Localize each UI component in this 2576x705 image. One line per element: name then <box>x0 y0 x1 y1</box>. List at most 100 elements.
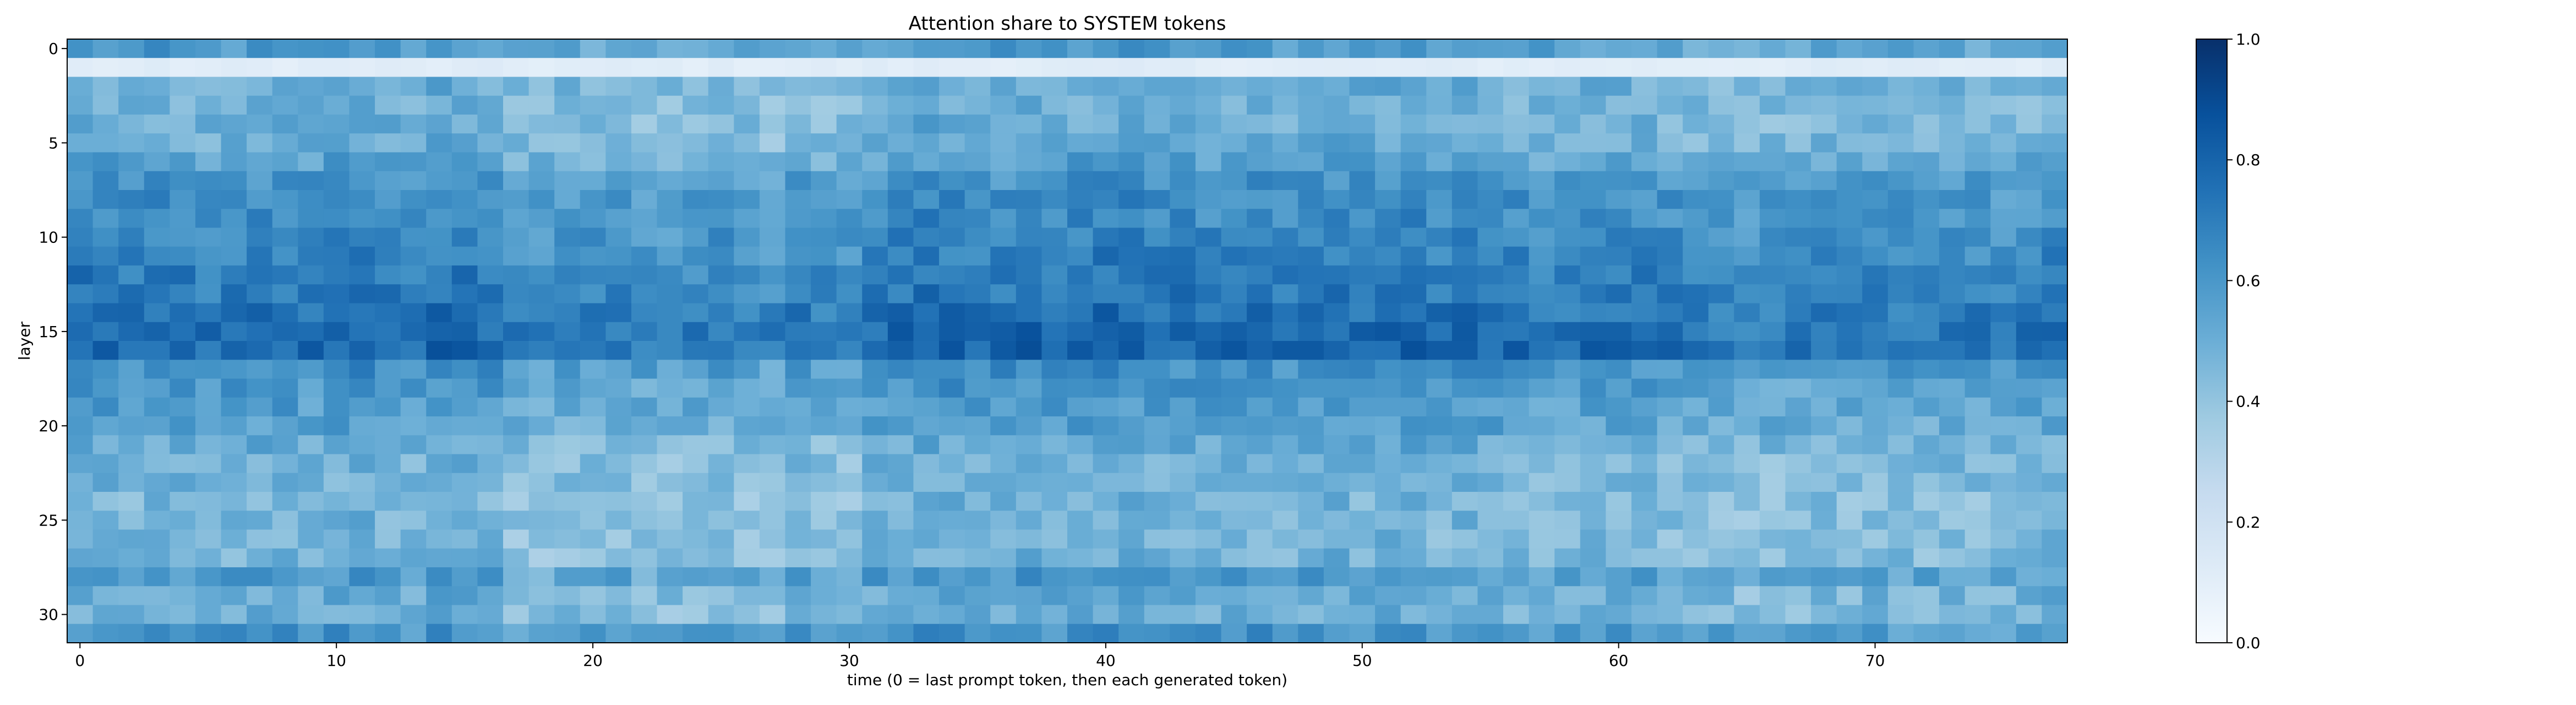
heatmap-cell <box>1708 548 1734 568</box>
heatmap-cell <box>1118 303 1145 323</box>
heatmap-cell <box>1093 133 1119 153</box>
heatmap-cell <box>1247 152 1273 172</box>
heatmap-cell <box>118 511 145 530</box>
heatmap-cell <box>1477 623 1504 643</box>
heatmap-cell <box>1477 548 1504 568</box>
heatmap-cell <box>964 435 991 455</box>
heatmap-cell <box>657 39 683 58</box>
heatmap-cell <box>734 360 760 379</box>
heatmap-cell <box>1323 284 1350 304</box>
heatmap-cell <box>1529 529 1555 549</box>
colorbar <box>2196 39 2228 643</box>
heatmap-cell <box>2016 265 2043 285</box>
heatmap-cell <box>1298 95 1324 115</box>
heatmap-cell <box>375 548 401 568</box>
heatmap-cell <box>1734 227 1760 247</box>
heatmap-cell <box>323 473 350 492</box>
heatmap-cell <box>2042 77 2068 96</box>
heatmap-cell <box>528 360 555 379</box>
heatmap-cell <box>247 529 273 549</box>
heatmap-cell <box>1144 416 1170 436</box>
heatmap-cell <box>1734 378 1760 398</box>
heatmap-cell <box>1836 95 1863 115</box>
heatmap-cell <box>1939 171 1966 191</box>
heatmap-cell <box>170 397 196 417</box>
heatmap-cell <box>1657 567 1683 587</box>
heatmap-cell <box>1247 492 1273 511</box>
heatmap-cell <box>1990 265 2017 285</box>
heatmap-cell <box>913 246 940 266</box>
heatmap-cell <box>1375 341 1401 360</box>
heatmap-cell <box>2042 265 2068 285</box>
heatmap-cell <box>400 435 427 455</box>
heatmap-cell <box>144 360 170 379</box>
heatmap-cell <box>1323 492 1350 511</box>
heatmap-cell <box>1118 284 1145 304</box>
heatmap-cell <box>170 473 196 492</box>
heatmap-cell <box>426 567 452 587</box>
heatmap-cell <box>683 265 709 285</box>
heatmap-cell <box>1836 322 1863 341</box>
heatmap-cell <box>1785 378 1811 398</box>
heatmap-cell <box>1041 322 1068 341</box>
heatmap-cell <box>298 284 324 304</box>
heatmap-cell <box>503 360 530 379</box>
heatmap-cell <box>811 586 837 606</box>
heatmap-cell <box>1272 265 1298 285</box>
heatmap-cell <box>170 209 196 229</box>
heatmap-cell <box>1400 341 1427 360</box>
heatmap-cell <box>1016 171 1043 191</box>
heatmap-cell <box>1606 416 1632 436</box>
heatmap-cell <box>605 209 632 229</box>
heatmap-cell <box>247 416 273 436</box>
heatmap-cell <box>477 473 504 492</box>
heatmap-cell <box>1195 95 1222 115</box>
heatmap-cell <box>375 77 401 96</box>
heatmap-cell <box>1118 378 1145 398</box>
heatmap-cell <box>1529 115 1555 134</box>
heatmap-cell <box>1451 171 1478 191</box>
heatmap-cell <box>683 284 709 304</box>
heatmap-cell <box>1631 529 1658 549</box>
heatmap-cell <box>1683 303 1709 323</box>
heatmap-cell <box>247 548 273 568</box>
heatmap-cell <box>964 567 991 587</box>
heatmap-cell <box>708 492 734 511</box>
heatmap-cell <box>349 567 375 587</box>
heatmap-cell <box>503 171 530 191</box>
heatmap-cell <box>1093 95 1119 115</box>
heatmap-cell <box>939 39 965 58</box>
heatmap-cell <box>1195 435 1222 455</box>
heatmap-cell <box>939 115 965 134</box>
heatmap-cell <box>528 511 555 530</box>
heatmap-cell <box>605 435 632 455</box>
heatmap-cell <box>1221 303 1247 323</box>
heatmap-cell <box>92 492 119 511</box>
heatmap-cell <box>1067 152 1094 172</box>
heatmap-cell <box>272 378 298 398</box>
heatmap-cell <box>605 416 632 436</box>
heatmap-cell <box>554 152 581 172</box>
heatmap-cell <box>1144 95 1170 115</box>
heatmap-cell <box>247 322 273 341</box>
heatmap-cell <box>1016 548 1043 568</box>
heatmap-cell <box>195 77 222 96</box>
heatmap-cell <box>605 39 632 58</box>
heatmap-cell <box>1580 322 1606 341</box>
heatmap-cell <box>836 454 863 474</box>
heatmap-cell <box>2016 378 2043 398</box>
heatmap-cell <box>272 115 298 134</box>
heatmap-cell <box>272 454 298 474</box>
heatmap-cell <box>2042 529 2068 549</box>
heatmap-cell <box>964 95 991 115</box>
heatmap-cell <box>451 246 478 266</box>
heatmap-cell <box>990 360 1017 379</box>
heatmap-cell <box>92 303 119 323</box>
heatmap-cell <box>1631 435 1658 455</box>
heatmap-cell <box>451 265 478 285</box>
heatmap-cell <box>1451 115 1478 134</box>
heatmap-cell <box>1785 152 1811 172</box>
heatmap-cell <box>1887 492 1914 511</box>
heatmap-cell <box>708 39 734 58</box>
heatmap-cell <box>939 605 965 625</box>
